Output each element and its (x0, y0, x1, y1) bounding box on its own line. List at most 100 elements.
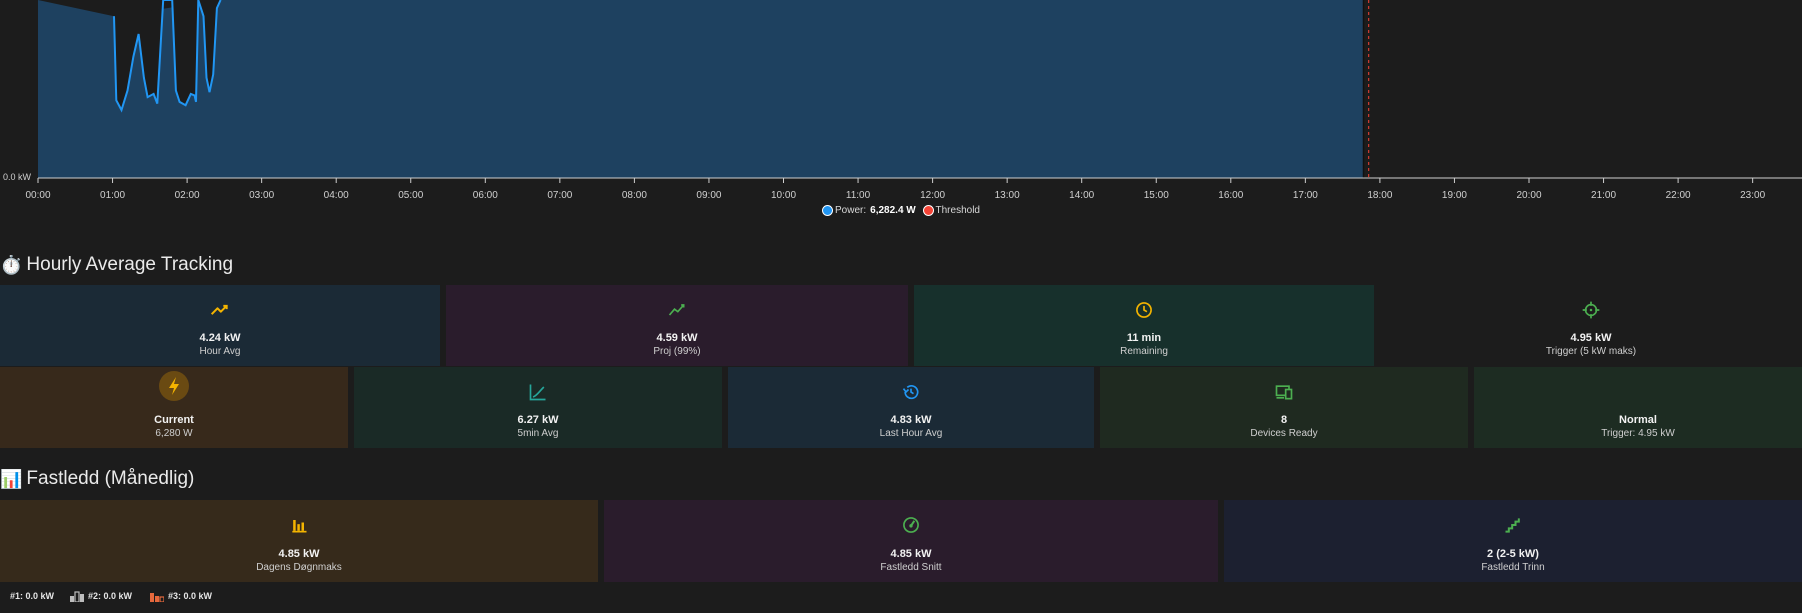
card-last-hour-avg[interactable]: 4.83 kW Last Hour Avg (728, 367, 1094, 448)
hourly-row-2: Current 6,280 W 6.27 kW 5min Avg 4.83 kW… (0, 367, 1802, 448)
card-hour-avg[interactable]: 4.24 kW Hour Avg (0, 285, 440, 366)
card-label: Dagens Døgnmaks (256, 562, 342, 573)
card-value: 11 min (1126, 332, 1162, 344)
trending-up-icon (210, 297, 230, 323)
card-value: 6.27 kW (517, 414, 559, 426)
x-tick-label: 17:00 (1293, 190, 1318, 201)
card-remaining[interactable]: 11 min Remaining (914, 285, 1374, 366)
x-tick-label: 14:00 (1069, 190, 1094, 201)
card-label: Proj (99%) (653, 346, 701, 357)
chart-line-icon (667, 297, 687, 323)
bar-chart-icon (289, 512, 309, 538)
crosshairs-icon (1581, 297, 1601, 323)
section-title-hourly: ⏱️ Hourly Average Tracking (0, 254, 233, 276)
x-tick-label: 20:00 (1516, 190, 1541, 201)
stairs-icon (1503, 512, 1523, 538)
x-tick-label: 23:00 (1740, 190, 1765, 201)
card-fastledd-tier[interactable]: 2 (2-5 kW) Fastledd Trinn (1224, 500, 1802, 582)
legend-label-threshold: Threshold (935, 205, 980, 216)
x-tick-label: 10:00 (771, 190, 796, 201)
card-label: 6,280 W (155, 428, 193, 439)
card-value: 4.85 kW (278, 548, 320, 560)
x-tick-label: 21:00 (1591, 190, 1616, 201)
card-label: Trigger: 4.95 kW (1601, 428, 1675, 439)
x-tick-label: 05:00 (398, 190, 423, 201)
card-value: 2 (2-5 kW) (1487, 548, 1539, 560)
y-axis-label: 0.0 kW (3, 172, 32, 182)
legend-label-power: Power (835, 205, 864, 216)
card-label: Hour Avg (199, 346, 241, 357)
peak-rank-2-text: #2: 0.0 kW (88, 591, 133, 601)
section-title-fastledd: 📊 Fastledd (Månedlig) (0, 468, 194, 490)
fastledd-row: 4.85 kW Dagens Døgnmaks 4.85 kW Fastledd… (0, 500, 1802, 582)
x-tick-label: 22:00 (1666, 190, 1691, 201)
x-tick-label: 02:00 (175, 190, 200, 201)
x-tick-label: 08:00 (622, 190, 647, 201)
power-series-line (113, 0, 222, 113)
section-title-hourly-text: Hourly Average Tracking (26, 254, 234, 275)
clock-icon (1134, 297, 1154, 323)
card-value: 4.83 kW (890, 414, 932, 426)
x-tick-label: 04:00 (324, 190, 349, 201)
chart-bell-icon (528, 379, 548, 405)
card-label: Remaining (1120, 346, 1168, 357)
card-value: 4.24 kW (199, 332, 241, 344)
history-icon (901, 379, 921, 405)
card-value: Current (154, 414, 194, 426)
power-chart-svg: 00:00 01:00 02:00 03:00 04:00 05:00 06:00 07:00… (3, 0, 1802, 201)
speedometer-icon (901, 512, 921, 538)
card-label: 5min Avg (517, 428, 559, 439)
stopwatch-icon: ⏱️ (0, 254, 23, 275)
card-trigger[interactable]: 4.95 kW Trigger (5 kW maks) (1380, 285, 1802, 366)
x-tick-label: 15:00 (1144, 190, 1169, 201)
hourly-row-1: 4.24 kW Hour Avg 4.59 kW Proj (99%) 11 m… (0, 285, 1802, 366)
chart-legend: Power:6,282.4 W Threshold (0, 205, 1802, 219)
peak-rank-1-text: #1: 0.0 kW (10, 591, 55, 601)
x-tick-label: 06:00 (473, 190, 498, 201)
x-tick-label: 07:00 (547, 190, 572, 201)
card-current[interactable]: Current 6,280 W (0, 367, 348, 448)
card-projection[interactable]: 4.59 kW Proj (99%) (446, 285, 908, 366)
card-fastledd-avg[interactable]: 4.85 kW Fastledd Snitt (604, 500, 1218, 582)
peak-rank-3: #3: 0.0 kW (150, 590, 212, 602)
legend-dot-power (822, 205, 833, 216)
x-tick-label: 03:00 (249, 190, 274, 201)
podium-silver-icon (70, 591, 84, 602)
card-label: Devices Ready (1250, 428, 1318, 439)
power-chart: 00:00 01:00 02:00 03:00 04:00 05:00 06:00 07:00… (0, 0, 1802, 222)
power-dip-region (114, 0, 221, 110)
x-tick-label: 11:00 (846, 190, 871, 201)
card-label: Trigger (5 kW maks) (1545, 346, 1637, 357)
card-value: 8 (1280, 414, 1288, 426)
peak-rank-3-text: #3: 0.0 kW (168, 591, 213, 601)
devices-icon (1274, 379, 1294, 405)
card-value: Normal (1619, 414, 1657, 426)
card-devices-ready[interactable]: 8 Devices Ready (1100, 367, 1468, 448)
section-title-fastledd-text: Fastledd (Månedlig) (26, 468, 195, 489)
x-tick-label: 09:00 (696, 190, 721, 201)
x-tick-label: 18:00 (1367, 190, 1392, 201)
card-daily-max[interactable]: 4.85 kW Dagens Døgnmaks (0, 500, 598, 582)
card-value: 4.59 kW (656, 332, 698, 344)
lightning-icon (159, 371, 189, 401)
power-area (38, 0, 1364, 178)
legend-value-power: 6,282.4 W (870, 205, 916, 216)
card-label: Last Hour Avg (879, 428, 943, 439)
x-tick-label: 16:00 (1218, 190, 1243, 201)
peak-rank-1: #1: 0.0 kW (0, 590, 54, 602)
x-tick-label: 00:00 (25, 190, 50, 201)
x-tick-label: 01:00 (100, 190, 125, 201)
card-value: 4.95 kW (1570, 332, 1612, 344)
peak-rank-2: #2: 0.0 kW (70, 590, 132, 602)
card-label: Fastledd Snitt (880, 562, 942, 573)
x-tick-label: 12:00 (920, 190, 945, 201)
x-tick-label: 19:00 (1442, 190, 1467, 201)
x-tick-label: 13:00 (995, 190, 1020, 201)
card-status-normal[interactable]: Normal Trigger: 4.95 kW (1474, 367, 1802, 448)
legend-item-power[interactable]: Power:6,282.4 W (822, 205, 916, 216)
card-label: Fastledd Trinn (1481, 562, 1545, 573)
card-5min-avg[interactable]: 6.27 kW 5min Avg (354, 367, 722, 448)
podium-gold-icon (0, 590, 6, 602)
legend-dot-threshold (922, 205, 934, 216)
legend-item-threshold[interactable]: Threshold (922, 205, 980, 216)
